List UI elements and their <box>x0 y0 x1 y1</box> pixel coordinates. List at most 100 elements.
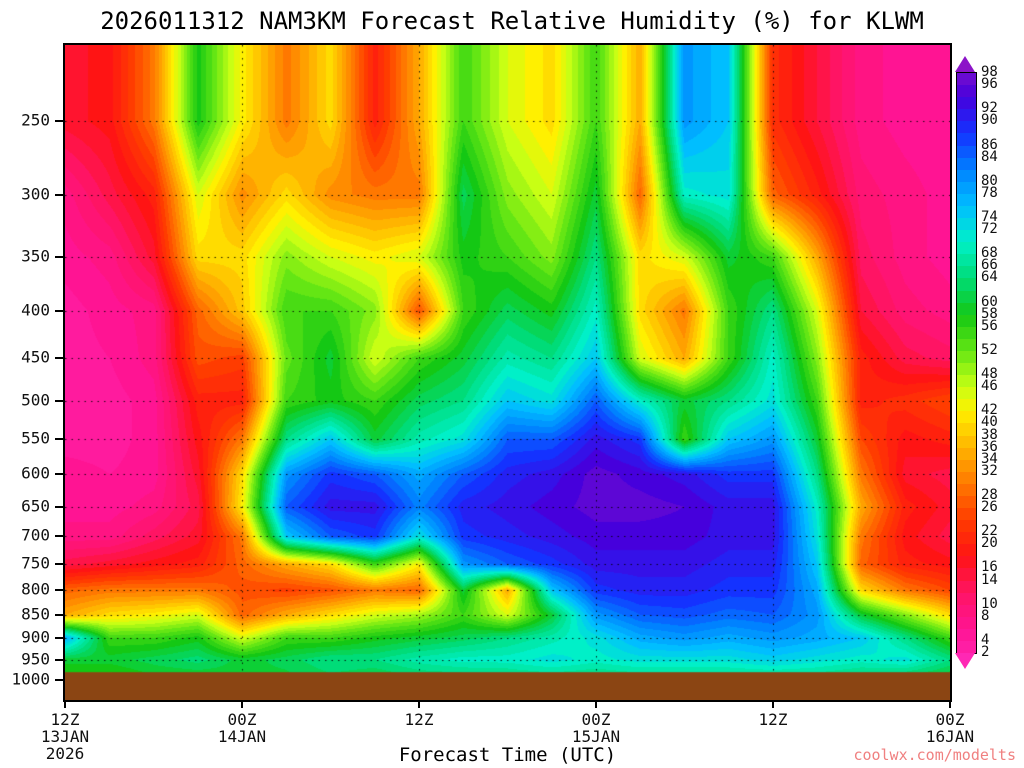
colorbar-segment <box>957 568 976 581</box>
colorbar-segment <box>957 616 976 630</box>
colorbar-segment <box>957 532 976 545</box>
colorbar-segment <box>957 459 976 473</box>
colorbar-tick-label: 84 <box>981 148 998 165</box>
colorbar-segment <box>957 471 976 485</box>
colorbar-tick-label: 4 <box>981 631 990 648</box>
colorbar-tick-label: 40 <box>981 414 998 431</box>
colorbar-tick-label: 58 <box>981 305 998 322</box>
colorbar-segment <box>957 520 976 533</box>
watermark-link[interactable]: coolwx.com/modelts <box>853 746 1016 764</box>
pressure-tick-label: 700 <box>21 525 50 545</box>
colorbar-segment <box>957 218 976 231</box>
colorbar-segment <box>957 230 976 243</box>
colorbar-top-arrow-icon <box>955 56 975 72</box>
time-tick-label: 00Z <box>227 710 257 729</box>
colorbar-segment <box>957 121 976 134</box>
colorbar-segment <box>957 278 976 291</box>
colorbar-tick-label: 92 <box>981 100 998 117</box>
pressure-tick <box>55 589 63 592</box>
colorbar-tick-label: 60 <box>981 293 998 310</box>
pressure-tick <box>55 438 63 441</box>
colorbar-tick-label: 90 <box>981 112 998 129</box>
pressure-tick <box>55 473 63 476</box>
time-tick-label: 15JAN <box>571 727 621 746</box>
colorbar-tick-label: 98 <box>981 64 998 80</box>
pressure-tick-label: 1000 <box>11 669 50 689</box>
colorbar-segment <box>957 145 976 159</box>
pressure-tick <box>55 357 63 360</box>
colorbar-tick-label: 10 <box>981 595 998 612</box>
pressure-tick-label: 650 <box>21 496 50 516</box>
colorbar-tick-label: 64 <box>981 269 998 286</box>
colorbar-tick-label: 72 <box>981 221 998 238</box>
pressure-tick <box>55 120 63 123</box>
pressure-tick-label: 350 <box>21 246 50 266</box>
colorbar-tick-label: 68 <box>981 245 998 262</box>
colorbar-segment <box>957 338 976 352</box>
colorbar-segment <box>957 447 976 461</box>
time-tick <box>64 700 66 708</box>
time-tick <box>241 700 243 708</box>
colorbar-tick-label: 26 <box>981 499 998 515</box>
colorbar-segment <box>957 483 976 497</box>
pressure-tick-label: 850 <box>21 604 50 624</box>
colorbar-segment <box>957 628 976 642</box>
pressure-axis: 250 300 350 400 450 500 550 600 650 700 750 800 850 9… <box>0 45 63 700</box>
time-tick-label: 16JAN <box>925 727 975 746</box>
time-tick <box>418 700 420 708</box>
colorbar-bottom-arrow-icon <box>955 653 975 669</box>
colorbar-segment <box>957 109 976 122</box>
colorbar-tick-label: 48 <box>981 366 998 383</box>
colorbar-segment <box>957 193 976 207</box>
pressure-tick-label: 600 <box>21 463 50 483</box>
colorbar-segment <box>957 544 976 557</box>
pressure-tick-label: 550 <box>21 428 50 448</box>
colorbar-segment <box>957 423 976 436</box>
colorbar-tick-label: 20 <box>981 535 998 552</box>
pressure-tick-label: 250 <box>21 110 50 130</box>
pressure-tick-label: 750 <box>21 553 50 573</box>
colorbar-segment <box>957 640 976 654</box>
pressure-tick <box>55 563 63 566</box>
colorbar-segment <box>957 363 976 376</box>
pressure-tick <box>55 679 63 682</box>
pressure-tick <box>55 255 63 258</box>
colorbar-segment <box>957 290 976 304</box>
time-tick-label: 12Z <box>758 710 788 729</box>
time-tick <box>949 700 951 708</box>
colorbar-tick-label: 42 <box>981 402 998 419</box>
time-tick-label: 12Z <box>404 710 434 729</box>
colorbar-segment <box>957 350 976 364</box>
pressure-tick <box>55 613 63 616</box>
time-tick-label: 13JAN <box>40 727 90 746</box>
pressure-tick <box>55 535 63 538</box>
colorbar-tick-label: 32 <box>981 462 998 479</box>
time-tick-label: 00Z <box>581 710 611 729</box>
colorbar-segment <box>957 266 976 279</box>
colorbar-tick-label: 46 <box>981 378 998 395</box>
time-tick-label: 12Z <box>50 710 80 729</box>
colorbar-segment <box>957 508 976 521</box>
colorbar-tick-label: 36 <box>981 438 998 455</box>
pressure-tick-label: 400 <box>21 300 50 320</box>
pressure-tick-label: 300 <box>21 184 50 204</box>
colorbar-tick-label: 80 <box>981 172 998 189</box>
colorbar-segment <box>957 254 976 267</box>
x-axis-title: Forecast Time (UTC) <box>398 744 617 766</box>
colorbar-segment <box>957 495 976 509</box>
colorbar-segment <box>957 73 976 86</box>
colorbar-segment <box>957 580 976 594</box>
colorbar-tick-label: 78 <box>981 184 998 201</box>
colorbar-segment <box>957 205 976 219</box>
pressure-tick <box>55 636 63 639</box>
time-tick <box>772 700 774 708</box>
colorbar-segment <box>957 97 976 110</box>
pressure-tick-label: 950 <box>21 649 50 669</box>
colorbar-segment <box>957 592 976 606</box>
colorbar-segment <box>957 399 976 412</box>
pressure-tick <box>55 399 63 402</box>
colorbar-tick-label: 16 <box>981 559 998 576</box>
pressure-tick-label: 800 <box>21 579 50 599</box>
colorbar-segment <box>957 302 976 316</box>
